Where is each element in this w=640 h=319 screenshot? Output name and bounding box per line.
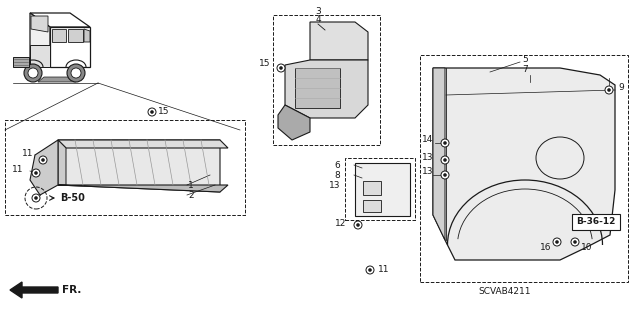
- Circle shape: [34, 196, 38, 200]
- Bar: [5, 120, 245, 215]
- Circle shape: [368, 268, 372, 272]
- Circle shape: [32, 169, 40, 177]
- Text: 13: 13: [422, 167, 433, 176]
- Text: 2: 2: [188, 190, 194, 199]
- Bar: [420, 55, 628, 282]
- Bar: [572, 214, 620, 230]
- Polygon shape: [50, 27, 90, 67]
- Circle shape: [354, 221, 362, 229]
- Text: 10: 10: [581, 242, 593, 251]
- Polygon shape: [58, 140, 220, 192]
- Text: 11: 11: [378, 265, 390, 275]
- Circle shape: [24, 64, 42, 82]
- Polygon shape: [355, 163, 410, 216]
- Polygon shape: [68, 29, 83, 42]
- Polygon shape: [38, 77, 76, 82]
- Circle shape: [71, 68, 81, 78]
- Polygon shape: [30, 13, 90, 27]
- Polygon shape: [30, 45, 50, 67]
- Text: 15: 15: [158, 107, 170, 115]
- Circle shape: [441, 139, 449, 147]
- Text: 13: 13: [328, 181, 340, 189]
- Polygon shape: [30, 13, 50, 67]
- Text: 5: 5: [522, 56, 528, 64]
- Bar: [273, 15, 380, 145]
- Polygon shape: [58, 185, 228, 192]
- Circle shape: [553, 238, 561, 246]
- Polygon shape: [58, 140, 66, 185]
- Text: 12: 12: [335, 219, 346, 228]
- Text: FR.: FR.: [62, 285, 81, 295]
- Text: 8: 8: [334, 170, 340, 180]
- Circle shape: [41, 158, 45, 162]
- Circle shape: [148, 108, 156, 116]
- Circle shape: [605, 86, 613, 94]
- Bar: [363, 200, 381, 212]
- Circle shape: [556, 240, 559, 244]
- Circle shape: [32, 194, 40, 202]
- Text: 9: 9: [618, 83, 624, 92]
- Text: 13: 13: [422, 152, 433, 161]
- Polygon shape: [84, 29, 90, 42]
- Circle shape: [67, 64, 85, 82]
- Polygon shape: [278, 105, 310, 140]
- Circle shape: [366, 266, 374, 274]
- Circle shape: [443, 141, 447, 145]
- Circle shape: [607, 88, 611, 92]
- Text: B-36-12: B-36-12: [576, 218, 616, 226]
- Text: 1: 1: [188, 181, 194, 189]
- Text: 3: 3: [315, 6, 321, 16]
- Text: 6: 6: [334, 160, 340, 169]
- Polygon shape: [433, 68, 445, 240]
- Polygon shape: [10, 282, 58, 298]
- Polygon shape: [31, 16, 48, 32]
- Circle shape: [277, 64, 285, 72]
- Polygon shape: [295, 68, 340, 108]
- Circle shape: [279, 66, 283, 70]
- Text: 7: 7: [522, 65, 528, 75]
- Text: B-50: B-50: [60, 193, 85, 203]
- Text: 16: 16: [540, 242, 551, 251]
- Text: 11: 11: [12, 166, 23, 174]
- Circle shape: [356, 223, 360, 227]
- Circle shape: [443, 158, 447, 162]
- Circle shape: [441, 156, 449, 164]
- Circle shape: [443, 173, 447, 177]
- Polygon shape: [433, 68, 615, 260]
- Circle shape: [441, 171, 449, 179]
- Text: 15: 15: [259, 60, 270, 69]
- Polygon shape: [30, 140, 58, 195]
- Polygon shape: [310, 22, 368, 60]
- Bar: [363, 181, 381, 195]
- Polygon shape: [285, 60, 368, 118]
- Circle shape: [150, 110, 154, 114]
- Circle shape: [28, 68, 38, 78]
- Circle shape: [573, 240, 577, 244]
- Bar: [13, 57, 29, 67]
- Circle shape: [39, 156, 47, 164]
- Text: SCVAB4211: SCVAB4211: [479, 287, 531, 296]
- Polygon shape: [52, 29, 66, 42]
- Text: 4: 4: [315, 16, 321, 25]
- Text: 14: 14: [422, 135, 433, 144]
- Circle shape: [34, 171, 38, 175]
- Text: 11: 11: [22, 150, 33, 159]
- Circle shape: [571, 238, 579, 246]
- Polygon shape: [58, 140, 228, 148]
- Bar: [345, 158, 415, 220]
